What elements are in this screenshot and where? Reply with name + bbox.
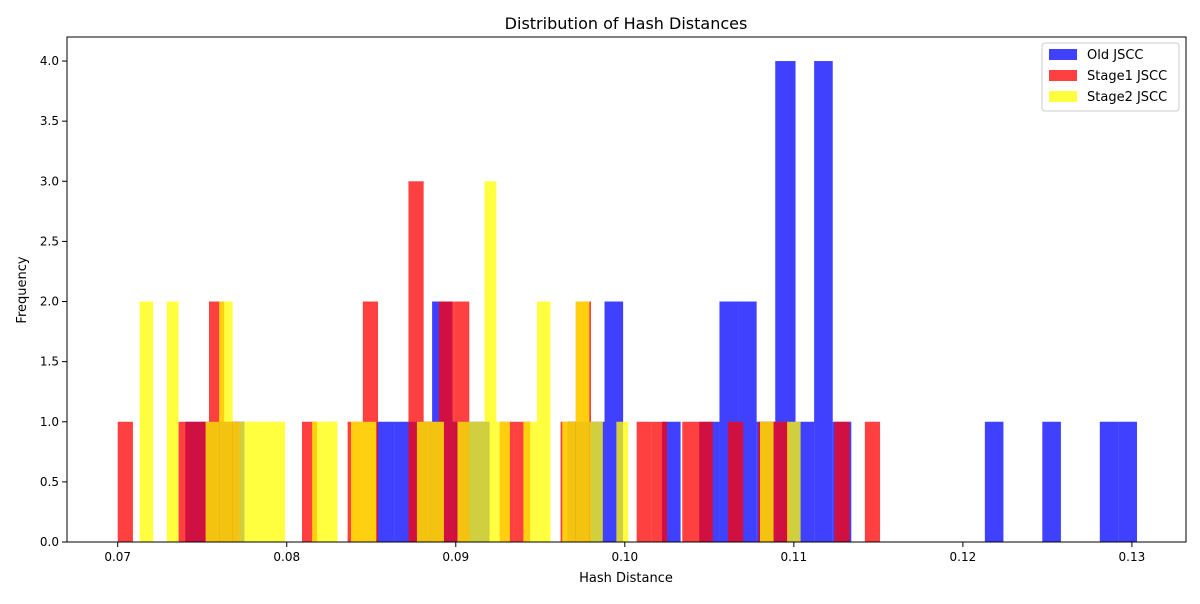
bar-stage2-jscc [430, 421, 444, 542]
bar-stage2-jscc [760, 421, 774, 542]
bar-stage2-jscc [258, 421, 272, 542]
y-tick-label: 2.5 [40, 234, 59, 248]
legend: Old JSCC Stage1 JSCC Stage2 JSCC [1041, 42, 1180, 112]
y-axis-ticks: 0.0 0.5 1.0 1.5 2.0 2.5 3.0 3.5 4.0 [40, 54, 67, 549]
y-axis-label: Frequency [15, 256, 30, 323]
bar-old-jscc [1042, 421, 1061, 542]
legend-swatch-stage1-jscc [1049, 70, 1077, 81]
bar-old-jscc [984, 421, 1004, 542]
bar-old-jscc [814, 61, 833, 543]
x-tick-label: 0.08 [273, 550, 300, 564]
y-tick-label: 3.0 [40, 174, 59, 188]
bar-stage2-jscc [205, 421, 220, 542]
bar-stage2-jscc [787, 421, 801, 542]
x-tick-label: 0.07 [104, 550, 131, 564]
y-tick-label: 1.5 [40, 355, 59, 369]
chart-title: Distribution of Hash Distances [505, 14, 748, 33]
x-tick-label: 0.10 [611, 550, 638, 564]
legend-swatch-stage2-jscc [1049, 91, 1077, 102]
y-tick-label: 1.0 [40, 415, 59, 429]
y-tick-label: 3.5 [40, 114, 59, 128]
bar-stage1-jscc [834, 421, 850, 542]
bar-stage1-jscc [727, 421, 744, 542]
x-axis-ticks: 0.07 0.08 0.09 0.10 0.11 0.12 0.13 [104, 542, 1145, 564]
bar-stage1-jscc [773, 421, 789, 542]
x-axis-label: Hash Distance [579, 571, 673, 586]
histogram-bars [117, 61, 1137, 543]
bar-stage2-jscc [616, 421, 629, 542]
bar-stage2-jscc [364, 421, 377, 542]
y-tick-label: 4.0 [40, 54, 59, 68]
bar-stage1-jscc [193, 421, 209, 542]
bar-stage2-jscc [536, 301, 551, 542]
bar-stage2-jscc [139, 301, 154, 542]
y-tick-label: 2.0 [40, 295, 59, 309]
bar-stage2-jscc [484, 181, 497, 543]
x-tick-label: 0.11 [780, 550, 807, 564]
plot-frame [66, 36, 1187, 543]
x-tick-label: 0.12 [950, 550, 977, 564]
bar-stage2-jscc [166, 301, 179, 542]
legend-swatch-old-jscc [1049, 49, 1077, 60]
bar-old-jscc [1118, 421, 1137, 542]
bar-stage2-jscc [457, 421, 471, 542]
bar-stage1-jscc [864, 421, 881, 542]
y-tick-label: 0.5 [40, 475, 59, 489]
bar-old-jscc [376, 421, 395, 542]
bar-stage2-jscc [523, 421, 537, 542]
y-tick-label: 0.0 [40, 535, 59, 549]
bar-stage1-jscc [682, 421, 698, 542]
bar-stage2-jscc [470, 421, 485, 542]
bar-old-jscc [1099, 421, 1119, 542]
bar-stage2-jscc [350, 421, 365, 542]
bar-stage2-jscc [416, 421, 431, 542]
bar-stage2-jscc [219, 301, 233, 542]
x-tick-label: 0.09 [442, 550, 469, 564]
legend-label-old-jscc: Old JSCC [1087, 48, 1143, 63]
legend-label-stage1-jscc: Stage1 JSCC [1087, 69, 1167, 84]
x-tick-label: 0.13 [1119, 550, 1146, 564]
legend-label-stage2-jscc: Stage2 JSCC [1087, 90, 1167, 105]
bar-stage2-jscc [271, 421, 286, 542]
bar-stage1-jscc [178, 421, 194, 542]
bar-stage1-jscc [697, 421, 713, 542]
bar-stage1-jscc [117, 421, 133, 542]
bar-stage2-jscc [496, 421, 510, 542]
bar-stage2-jscc [246, 421, 259, 542]
bar-stage2-jscc [232, 421, 247, 542]
bar-stage2-jscc [323, 421, 338, 542]
bar-stage2-jscc [562, 421, 576, 542]
bar-stage2-jscc [589, 421, 603, 542]
bar-stage2-jscc [312, 421, 324, 542]
bar-stage1-jscc [651, 421, 668, 542]
bar-stage1-jscc [636, 421, 652, 542]
bar-stage2-jscc [575, 301, 590, 542]
